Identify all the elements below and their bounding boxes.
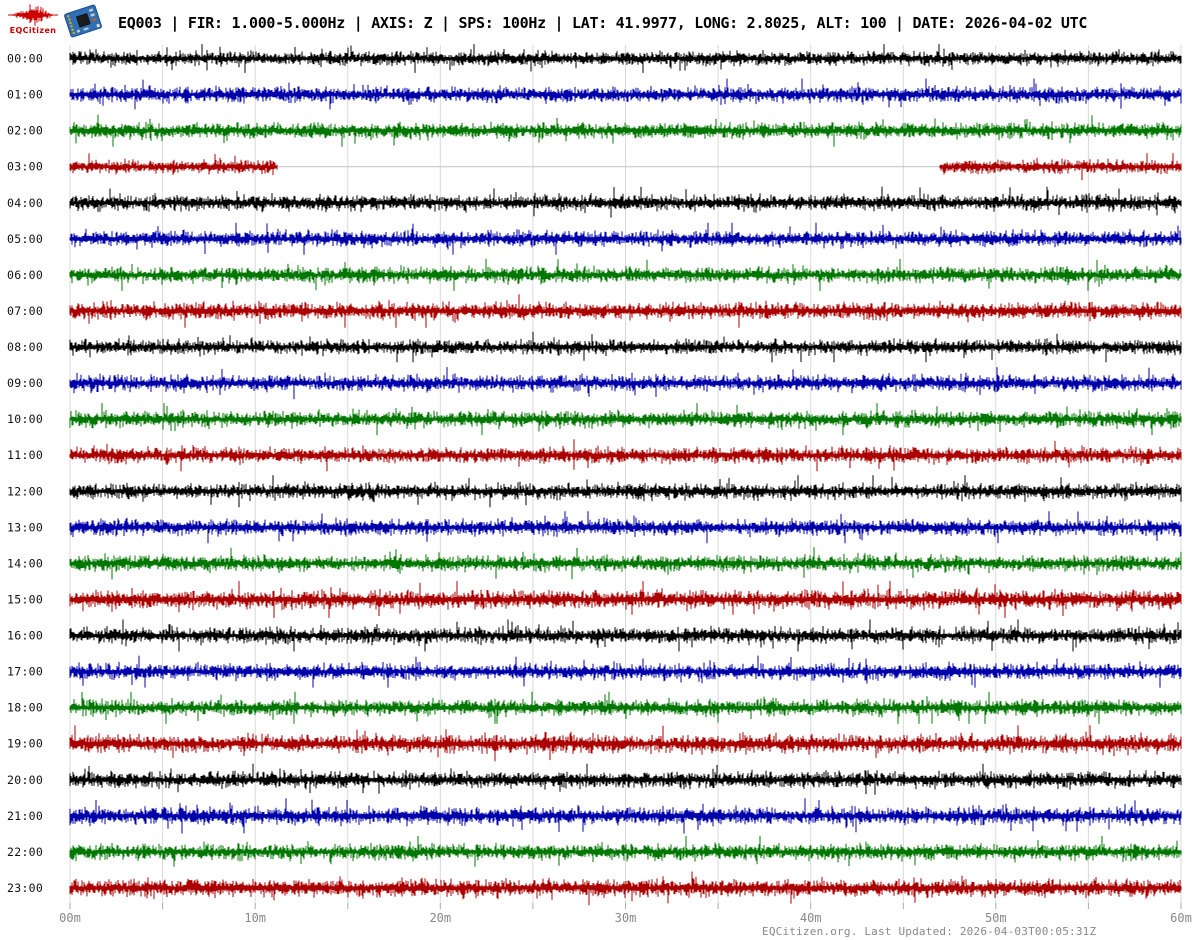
trace-07:00 — [69, 294, 1182, 328]
trace-09:00 — [69, 367, 1182, 400]
row-label-13:00: 13:00 — [7, 520, 43, 534]
row-label-07:00: 07:00 — [7, 304, 43, 318]
x-tick-label: 20m — [429, 911, 451, 925]
row-label-22:00: 22:00 — [7, 845, 43, 859]
row-label-02:00: 02:00 — [7, 124, 43, 138]
x-tick-label: 30m — [615, 911, 637, 925]
row-label-00:00: 00:00 — [7, 52, 43, 66]
row-label-16:00: 16:00 — [7, 629, 43, 643]
row-label-18:00: 18:00 — [7, 701, 43, 715]
row-label-05:00: 05:00 — [7, 232, 43, 246]
trace-21:00 — [69, 798, 1182, 834]
logo-text: EQCitizen — [9, 26, 57, 35]
row-label-19:00: 19:00 — [7, 737, 43, 751]
gridlines — [69, 45, 1182, 909]
row-label-08:00: 08:00 — [7, 340, 43, 354]
trace-06:00 — [69, 258, 1182, 291]
x-tick-label: 10m — [244, 911, 266, 925]
row-label-01:00: 01:00 — [7, 88, 43, 102]
x-tick-label: 50m — [985, 911, 1007, 925]
x-tick-label: 00m — [59, 911, 81, 925]
row-label-23:00: 23:00 — [7, 881, 43, 895]
trace-11:00 — [69, 439, 1182, 472]
trace-10:00 — [69, 403, 1182, 436]
trace-02:00 — [69, 114, 1182, 147]
row-label-10:00: 10:00 — [7, 412, 43, 426]
sensor-board-icon — [64, 4, 102, 38]
x-axis-labels: 00m 10m 20m 30m 40m 50m 60m — [59, 911, 1192, 925]
row-label-04:00: 04:00 — [7, 196, 43, 210]
row-label-21:00: 21:00 — [7, 809, 43, 823]
eqcitizen-logo: EQCitizen — [7, 3, 59, 37]
row-label-17:00: 17:00 — [7, 665, 43, 679]
trace-22:00 — [69, 835, 1182, 867]
trace-rows: 00:00 01:00 02:00 03:00 04:00 05:00 06:00 07:00… — [7, 44, 1182, 906]
row-label-20:00: 20:00 — [7, 773, 43, 787]
trace-14:00 — [69, 547, 1182, 580]
row-label-15:00: 15:00 — [7, 593, 43, 607]
row-label-12:00: 12:00 — [7, 484, 43, 498]
trace-00:00 — [69, 44, 1182, 73]
trace-17:00 — [69, 655, 1182, 688]
trace-04:00 — [69, 186, 1182, 218]
trace-01:00 — [69, 78, 1182, 110]
row-label-06:00: 06:00 — [7, 268, 43, 282]
trace-19:00 — [69, 725, 1182, 762]
row-label-03:00: 03:00 — [7, 160, 43, 174]
plot-title: EQ003 | FIR: 1.000-5.000Hz | AXIS: Z | S… — [118, 14, 1088, 32]
trace-03:00 — [69, 153, 1182, 181]
trace-23:00 — [69, 871, 1182, 906]
trace-16:00 — [69, 619, 1182, 652]
trace-12:00 — [69, 475, 1182, 508]
row-label-14:00: 14:00 — [7, 556, 43, 570]
row-label-11:00: 11:00 — [7, 448, 43, 462]
header: EQCitizen EQ003 | FIR: 1.000-5.000Hz | A… — [0, 0, 1200, 40]
footer-text: EQCitizen.org. Last Updated: 2026-04-03T… — [762, 925, 1097, 938]
seismic-waveform-icon — [8, 4, 58, 26]
trace-20:00 — [69, 763, 1182, 795]
x-tick-label: 60m — [1170, 911, 1192, 925]
trace-18:00 — [69, 691, 1182, 724]
trace-15:00 — [69, 581, 1182, 618]
row-label-09:00: 09:00 — [7, 376, 43, 390]
trace-13:00 — [69, 511, 1182, 544]
trace-05:00 — [69, 222, 1182, 255]
x-tick-label: 40m — [800, 911, 822, 925]
trace-08:00 — [69, 331, 1182, 363]
